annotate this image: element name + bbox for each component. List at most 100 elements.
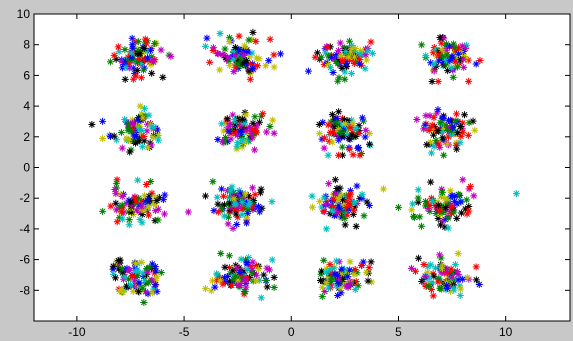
data-point [324,121,332,129]
data-point [225,38,233,46]
data-point [135,55,143,63]
data-point [454,129,462,137]
data-point [456,282,464,290]
data-point [440,112,448,120]
data-point [455,59,463,67]
data-point [157,269,165,277]
data-point [426,138,434,146]
data-point [357,47,365,55]
data-point [362,126,370,134]
data-point [350,198,358,206]
data-point [437,221,445,229]
data-point [352,125,360,133]
data-point [159,196,167,204]
data-point [112,55,120,63]
data-point [112,180,120,188]
data-point [449,269,457,277]
data-point [224,53,232,61]
data-point [234,64,242,72]
data-point [132,139,140,147]
data-point [252,262,260,270]
data-point [330,212,338,220]
data-point [209,178,217,186]
data-point [232,206,240,214]
data-point [341,215,349,223]
data-point [472,263,480,271]
data-point [148,260,156,268]
data-point [326,128,334,136]
data-point [126,148,134,156]
data-point [235,202,243,210]
data-point [237,55,245,63]
data-point [262,277,270,285]
data-point [127,49,135,57]
data-point [437,254,445,262]
data-point [340,126,348,134]
data-point [344,130,352,138]
data-point [120,61,128,69]
data-point [326,210,334,218]
data-point [270,284,278,292]
data-point [430,114,438,122]
data-point [333,119,341,127]
data-point [440,125,448,133]
data-point [218,202,226,210]
data-point [329,207,337,215]
data-point [446,57,454,65]
data-point [139,269,147,277]
data-point [222,120,230,128]
data-point [426,112,434,120]
data-point [235,32,243,40]
data-point [471,126,479,134]
data-point [440,151,448,159]
data-point [427,149,435,157]
data-point [254,62,262,70]
data-point [151,40,159,48]
data-point [338,213,346,221]
data-point [112,206,120,214]
data-point [420,125,428,133]
data-point [244,209,252,217]
data-point [320,61,328,69]
data-point [121,57,129,65]
data-point [328,274,336,282]
data-point [439,268,447,276]
data-point [233,131,241,139]
data-point [425,274,433,282]
data-point [441,223,449,231]
data-point [427,278,435,286]
data-point [422,112,430,120]
data-point [113,218,121,226]
data-point [442,47,450,55]
data-point [237,255,245,263]
data-point [427,194,435,202]
data-point [454,249,462,257]
data-point [242,283,250,291]
data-point [456,291,464,299]
data-point [342,203,350,211]
data-point [233,142,241,150]
data-point [453,63,461,71]
data-point [413,116,421,124]
data-point [350,270,358,278]
data-point [124,126,132,134]
data-point [167,52,175,60]
data-point [121,116,129,124]
data-point [107,132,115,140]
data-point [355,143,363,151]
data-point [345,53,353,61]
data-point [414,198,422,206]
data-point [227,37,235,45]
data-point [226,206,234,214]
data-point [214,135,222,143]
data-point [241,256,249,264]
data-point [128,34,136,42]
data-point [346,145,354,153]
y-tick-label: 6 [23,68,30,82]
data-point [443,60,451,68]
data-point [320,194,328,202]
data-point [438,265,446,273]
data-point [436,119,444,127]
data-point [228,183,236,191]
data-point [239,115,247,123]
